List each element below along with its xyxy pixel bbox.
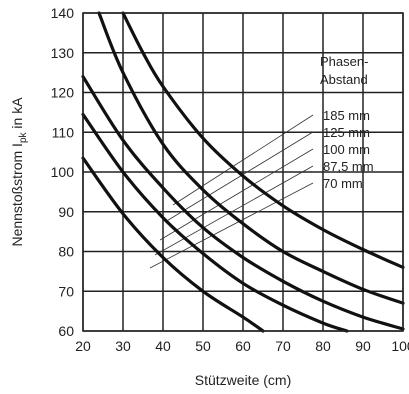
y-tick-label: 120 <box>51 85 75 101</box>
y-axis-label-suffix: in kA <box>9 97 25 133</box>
y-tick-label: 130 <box>51 45 75 61</box>
series-line-4 <box>81 156 265 333</box>
legend-leader-line <box>154 165 314 256</box>
x-tick-label: 40 <box>155 338 171 354</box>
x-tick-label: 90 <box>355 338 371 354</box>
series-curves <box>81 11 405 333</box>
legend-label: 70 mm <box>323 176 363 191</box>
legend-label: 185 mm <box>323 108 370 123</box>
y-tick-label: 140 <box>51 5 75 21</box>
y-tick-label: 100 <box>51 164 75 180</box>
legend-label: 87,5 mm <box>323 159 374 174</box>
legend-leader-line <box>149 182 314 269</box>
x-tick-label: 20 <box>75 338 91 354</box>
legend-label: 125 mm <box>323 125 370 140</box>
y-axis-label-main: Nennstoßstrom I <box>9 143 25 246</box>
y-tick-labels: 60 70 80 90 100 110 120 130 140 <box>51 5 75 339</box>
x-tick-label: 100 <box>391 338 409 354</box>
series-line-3 <box>81 112 349 333</box>
legend-title-line2: Abstand <box>320 72 368 87</box>
x-tick-label: 80 <box>315 338 331 354</box>
y-tick-label: 90 <box>58 204 74 220</box>
legend-leader-line <box>164 131 314 223</box>
y-axis-label: Nennstoßstrom Ipk in kA <box>9 97 29 247</box>
series-line-0 <box>121 11 405 269</box>
y-tick-label: 80 <box>58 244 74 260</box>
x-tick-label: 30 <box>115 338 131 354</box>
y-tick-label: 60 <box>58 323 74 339</box>
y-tick-label: 110 <box>52 124 75 140</box>
legend-label: 100 mm <box>323 142 370 157</box>
series-line-2 <box>81 75 405 331</box>
plot-frame <box>82 12 404 332</box>
legend-labels: 185 mm 125 mm 100 mm 87,5 mm 70 mm <box>323 108 374 191</box>
x-tick-labels: 20 30 40 50 60 70 80 90 100 <box>75 338 409 354</box>
series-line-1 <box>97 11 405 305</box>
y-tick-label: 70 <box>58 283 74 299</box>
x-tick-label: 70 <box>275 338 291 354</box>
x-tick-label: 50 <box>195 338 211 354</box>
legend-leader-lines <box>149 114 314 269</box>
x-axis-label: Stützweite (cm) <box>195 372 291 388</box>
legend-leader-line <box>159 148 314 241</box>
legend-title-line1: Phasen- <box>320 54 368 69</box>
x-tick-label: 60 <box>235 338 251 354</box>
legend-leader-line <box>172 114 314 206</box>
y-axis-label-sub: pk <box>18 131 29 143</box>
